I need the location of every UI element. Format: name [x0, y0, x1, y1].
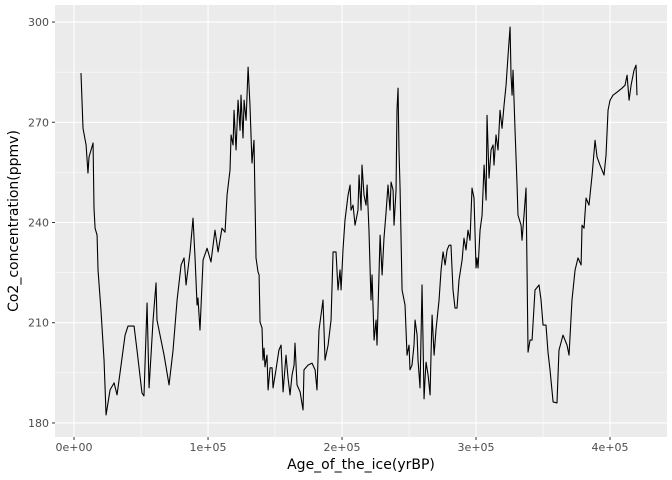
- plot-background: [55, 5, 667, 437]
- x-tick-label: 1e+05: [190, 441, 227, 454]
- y-tick-label: 300: [28, 16, 49, 29]
- y-axis-title: Co2_concentration(ppmv): [6, 130, 22, 312]
- x-axis-title: Age_of_the_ice(yrBP): [287, 457, 435, 473]
- x-tick-label: 0e+00: [56, 441, 93, 454]
- x-tick-label: 2e+05: [324, 441, 361, 454]
- x-tick-label: 3e+05: [458, 441, 495, 454]
- y-tick-label: 270: [28, 116, 49, 129]
- y-tick-label: 210: [28, 317, 49, 330]
- x-tick-label: 4e+05: [592, 441, 629, 454]
- y-tick-label: 180: [28, 417, 49, 430]
- y-tick-label: 240: [28, 217, 49, 230]
- data-line: [80, 26, 638, 416]
